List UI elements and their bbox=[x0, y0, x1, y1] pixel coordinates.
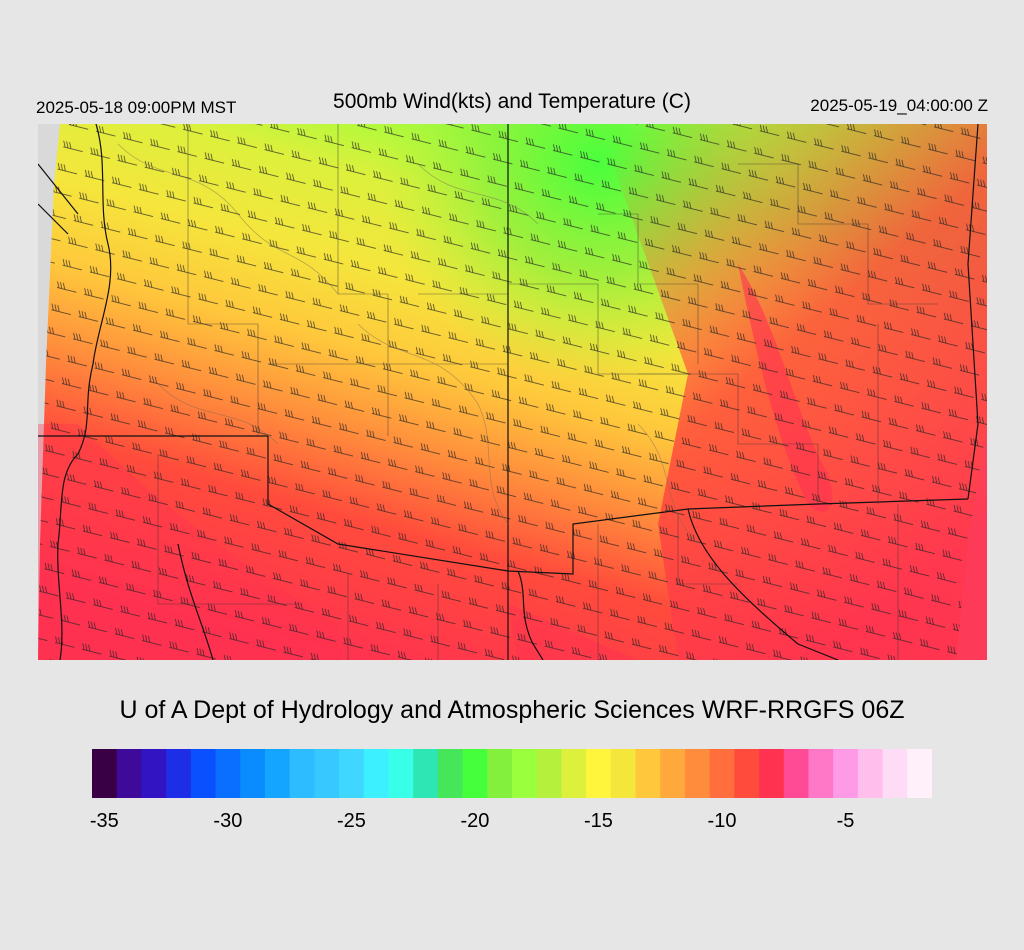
colorbar-swatch bbox=[388, 749, 414, 798]
colorbar-swatch bbox=[487, 749, 513, 798]
colorbar-swatch bbox=[536, 749, 562, 798]
map-title: 500mb Wind(kts) and Temperature (C) bbox=[333, 90, 691, 113]
colorbar-tick-label: -15 bbox=[584, 810, 613, 832]
colorbar-swatch bbox=[363, 749, 389, 798]
temperature-colorbar bbox=[92, 749, 932, 798]
colorbar-tick-label: -10 bbox=[707, 810, 737, 832]
colorbar-swatch bbox=[709, 749, 735, 798]
colorbar-swatch bbox=[610, 749, 637, 798]
colorbar-swatch bbox=[437, 749, 464, 798]
colorbar-swatch bbox=[561, 749, 587, 798]
colorbar-swatch bbox=[215, 749, 241, 798]
colorbar-swatch bbox=[141, 749, 167, 798]
colorbar-swatch bbox=[833, 749, 859, 798]
colorbar-swatch bbox=[92, 749, 118, 798]
colorbar-swatch bbox=[808, 749, 834, 798]
colorbar-swatch bbox=[339, 749, 365, 798]
terrain-contours bbox=[117, 143, 699, 545]
colorbar-swatch bbox=[635, 749, 661, 798]
colorbar-swatch bbox=[586, 749, 612, 798]
colorbar-tick-label: -30 bbox=[213, 810, 243, 832]
colorbar-swatch bbox=[734, 749, 760, 798]
colorbar-tick-labels: -35 -30 -25 -20 -15 -10 -5 bbox=[89, 810, 932, 836]
colorbar-swatch bbox=[289, 749, 315, 798]
colorbar-tick-label: -35 bbox=[89, 810, 119, 832]
colorbar-tick-label: -25 bbox=[336, 810, 366, 832]
valid-time-local: 2025-05-18 09:00PM MST bbox=[36, 98, 237, 117]
colorbar-swatch bbox=[684, 749, 711, 798]
colorbar-swatch bbox=[882, 749, 908, 798]
colorbar-swatch bbox=[166, 749, 192, 798]
colorbar-swatch bbox=[264, 749, 291, 798]
colorbar-swatch bbox=[857, 749, 884, 798]
county-boundaries bbox=[157, 124, 938, 660]
colorbar-swatch bbox=[907, 749, 932, 798]
temperature-wind-map bbox=[38, 124, 987, 660]
colorbar-swatch bbox=[413, 749, 439, 798]
colorbar-swatch bbox=[116, 749, 142, 798]
colorbar-tick-label: -20 bbox=[460, 810, 490, 832]
colorbar-tick-label: -5 bbox=[836, 810, 855, 832]
valid-time-utc: 2025-05-19_04:00:00 Z bbox=[810, 96, 988, 115]
colorbar-swatch bbox=[783, 749, 809, 798]
colorbar-swatch bbox=[240, 749, 266, 798]
model-credit: U of A Dept of Hydrology and Atmospheric… bbox=[119, 696, 905, 724]
colorbar-swatch bbox=[314, 749, 340, 798]
colorbar-swatch bbox=[190, 749, 217, 798]
colorbar-swatch bbox=[462, 749, 488, 798]
colorbar-swatch bbox=[512, 749, 538, 798]
colorbar-swatch bbox=[759, 749, 785, 798]
colorbar-swatch bbox=[660, 749, 686, 798]
